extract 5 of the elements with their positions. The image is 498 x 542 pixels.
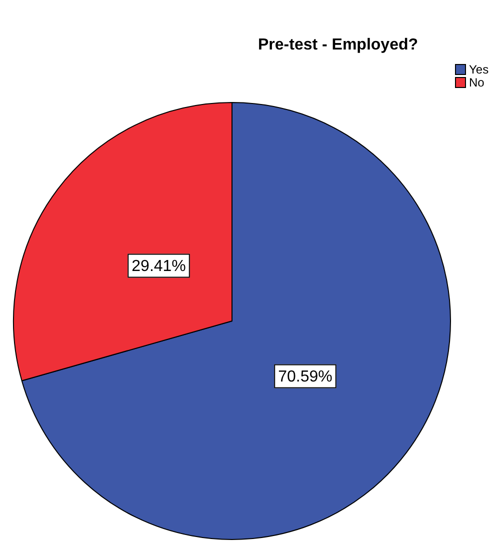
legend-label: No — [469, 75, 485, 90]
data-label: 29.41% — [132, 258, 186, 276]
chart-title: Pre-test - Employed? — [258, 36, 418, 54]
legend-label: Yes — [469, 62, 489, 76]
data-label: 70.59% — [278, 368, 332, 386]
